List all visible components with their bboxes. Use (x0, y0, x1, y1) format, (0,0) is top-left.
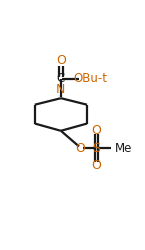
Text: Me: Me (115, 142, 133, 155)
Text: O: O (91, 124, 101, 136)
Text: N: N (56, 82, 66, 96)
Text: C: C (57, 72, 65, 85)
Text: S: S (92, 142, 100, 155)
Text: O: O (91, 159, 101, 172)
Text: O: O (76, 142, 85, 155)
Text: O: O (56, 54, 66, 67)
Text: OBu-t: OBu-t (74, 72, 108, 85)
